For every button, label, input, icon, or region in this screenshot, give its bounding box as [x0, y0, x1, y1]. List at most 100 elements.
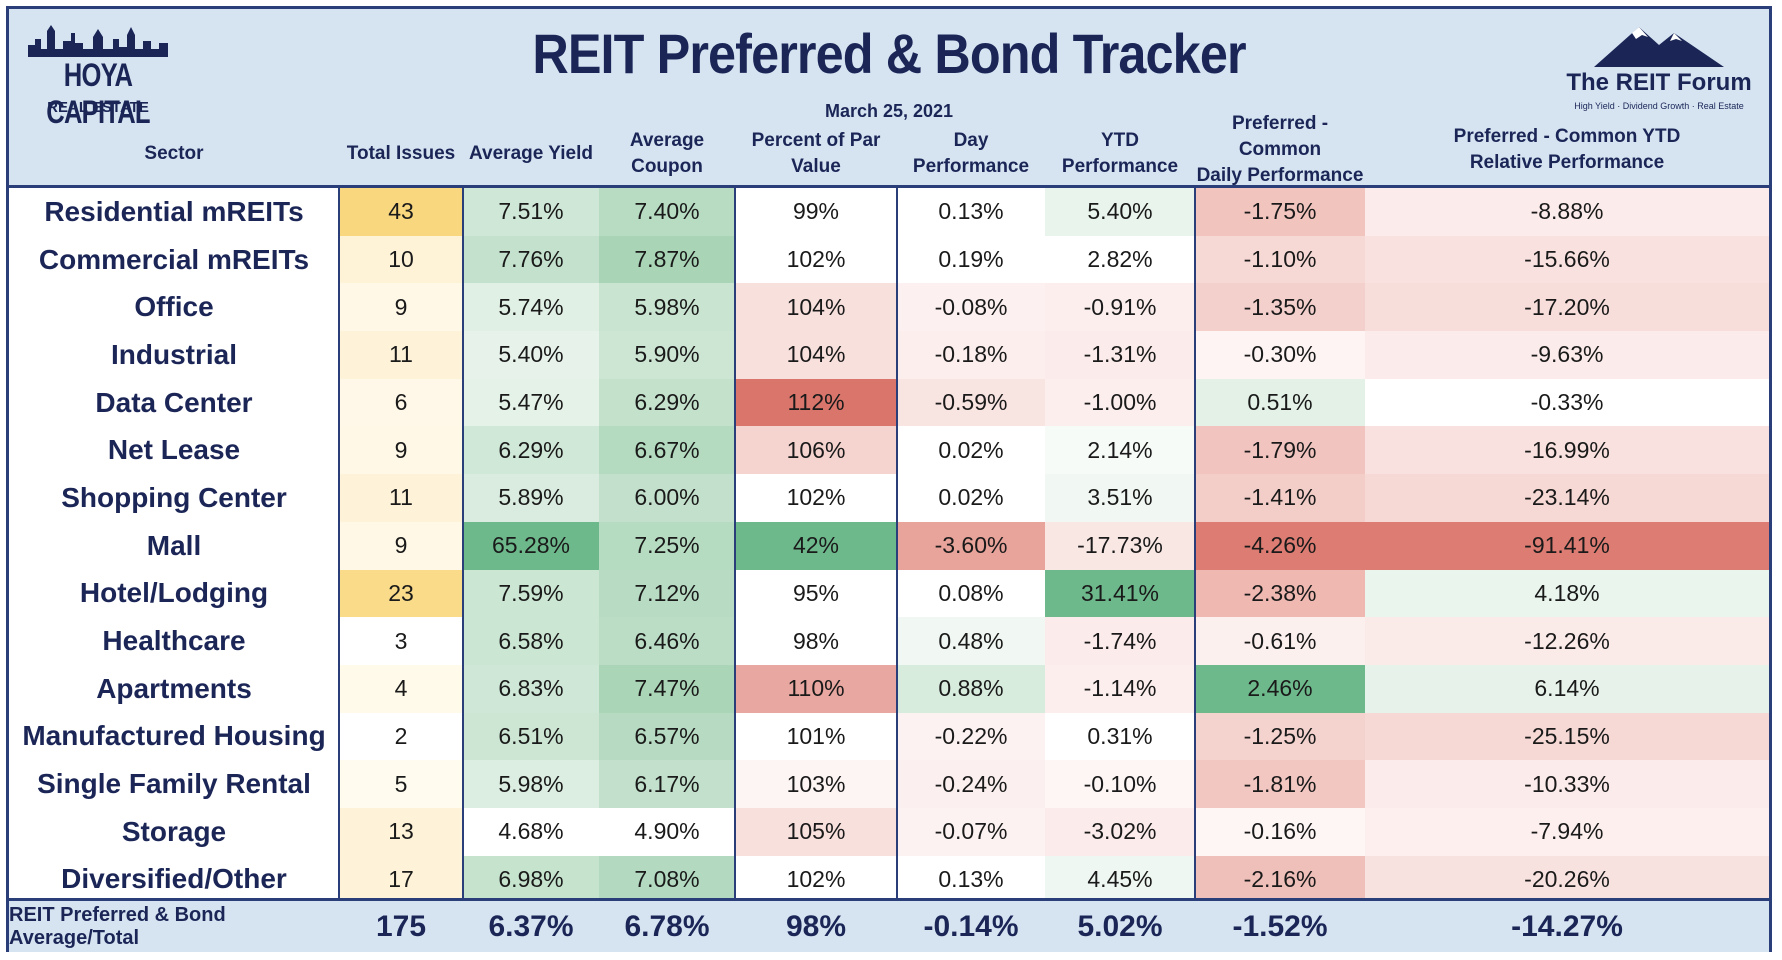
- cell-total-issues: 9: [339, 521, 463, 570]
- cell-average-coupon: 5.98%: [599, 283, 735, 332]
- cell-pref-common-daily: -0.30%: [1195, 331, 1365, 379]
- cell-average-coupon: 5.90%: [599, 331, 735, 379]
- cell-average-yield: 4.68%: [463, 807, 599, 856]
- cell-percent-of-par: 102%: [735, 474, 897, 522]
- cell-ytd-performance: 4.45%: [1045, 855, 1195, 904]
- table-row: Single Family Rental 5 5.98% 6.17% 103% -0.24…: [9, 760, 1769, 808]
- total-pref-common-ytd: -14.27%: [1511, 909, 1623, 943]
- cell-total-issues: 43: [339, 188, 463, 236]
- cell-day-performance: -0.08%: [897, 283, 1045, 332]
- cell-pref-common-ytd: -15.66%: [1365, 235, 1769, 284]
- cell-pref-common-daily: -1.79%: [1195, 426, 1365, 475]
- cell-ytd-performance: 31.41%: [1045, 569, 1195, 618]
- cell-percent-of-par: 104%: [735, 331, 897, 379]
- cell-pref-common-ytd: 6.14%: [1365, 664, 1769, 713]
- cell-day-performance: 0.48%: [897, 617, 1045, 665]
- table-row: Industrial 11 5.40% 5.90% 104% -0.18% -1.31% -0…: [9, 331, 1769, 379]
- cell-day-performance: -0.24%: [897, 760, 1045, 808]
- cell-percent-of-par: 99%: [735, 188, 897, 236]
- table-row: Diversified/Other 17 6.98% 7.08% 102% 0.13% 4.…: [9, 855, 1769, 904]
- cell-average-yield: 5.40%: [463, 331, 599, 379]
- cell-day-performance: 0.13%: [897, 188, 1045, 236]
- cell-pref-common-daily: -1.41%: [1195, 474, 1365, 522]
- header-day-performance: Day Performance: [912, 130, 1030, 177]
- table-row: Data Center 6 5.47% 6.29% 112% -0.59% -1.00% 0.…: [9, 378, 1769, 427]
- cell-average-yield: 7.59%: [463, 569, 599, 618]
- column-divider: [462, 185, 464, 952]
- header-average-yield: Average Yield: [469, 143, 593, 164]
- table-row: Office 9 5.74% 5.98% 104% -0.08% -0.91% -1.35% -…: [9, 283, 1769, 332]
- cell-average-yield: 6.83%: [463, 664, 599, 713]
- table-row: Storage 13 4.68% 4.90% 105% -0.07% -3.02% -0.16…: [9, 807, 1769, 856]
- cell-percent-of-par: 105%: [735, 807, 897, 856]
- skyline-icon: [28, 25, 168, 57]
- total-average-yield: 6.37%: [488, 909, 574, 943]
- cell-sector: Residential mREITs: [44, 195, 304, 227]
- cell-average-coupon: 6.46%: [599, 617, 735, 665]
- hoya-capital-logo: HOYA CAPITAL REAL ESTATE: [23, 19, 173, 130]
- cell-average-yield: 6.29%: [463, 426, 599, 475]
- cell-sector: Mall: [146, 529, 202, 561]
- cell-percent-of-par: 104%: [735, 283, 897, 332]
- logo-left-sub: REAL ESTATE: [47, 99, 149, 116]
- cell-ytd-performance: -1.31%: [1045, 331, 1195, 379]
- cell-average-coupon: 6.00%: [599, 474, 735, 522]
- cell-percent-of-par: 42%: [735, 521, 897, 570]
- header-ytd-performance: YTD Performance: [1061, 130, 1179, 177]
- cell-percent-of-par: 102%: [735, 855, 897, 904]
- header-average-coupon: Average Coupon: [629, 130, 705, 177]
- cell-sector: Data Center: [95, 386, 253, 418]
- total-pref-common-daily: -1.52%: [1232, 909, 1328, 943]
- cell-average-coupon: 7.87%: [599, 235, 735, 284]
- cell-pref-common-daily: -1.25%: [1195, 712, 1365, 761]
- cell-pref-common-daily: -1.35%: [1195, 283, 1365, 332]
- total-ytd-performance: 5.02%: [1077, 909, 1163, 943]
- cell-average-coupon: 6.67%: [599, 426, 735, 475]
- total-total-issues: 175: [375, 909, 427, 943]
- cell-day-performance: 0.13%: [897, 855, 1045, 904]
- cell-day-performance: -0.59%: [897, 378, 1045, 427]
- cell-average-yield: 6.98%: [463, 855, 599, 904]
- cell-pref-common-ytd: -20.26%: [1365, 855, 1769, 904]
- cell-ytd-performance: 2.82%: [1045, 235, 1195, 284]
- table-row: Apartments 4 6.83% 7.47% 110% 0.88% -1.14% 2.46…: [9, 664, 1769, 713]
- cell-total-issues: 4: [339, 664, 463, 713]
- cell-average-yield: 6.58%: [463, 617, 599, 665]
- cell-percent-of-par: 101%: [735, 712, 897, 761]
- cell-day-performance: -0.22%: [897, 712, 1045, 761]
- cell-day-performance: 0.88%: [897, 664, 1045, 713]
- cell-ytd-performance: 3.51%: [1045, 474, 1195, 522]
- cell-total-issues: 9: [339, 426, 463, 475]
- total-percent-of-par: 98%: [785, 909, 847, 943]
- cell-average-yield: 65.28%: [463, 521, 599, 570]
- cell-pref-common-ytd: -10.33%: [1365, 760, 1769, 808]
- cell-sector: Healthcare: [102, 625, 246, 657]
- cell-pref-common-daily: -0.16%: [1195, 807, 1365, 856]
- cell-sector: Net Lease: [107, 434, 241, 466]
- column-divider: [1194, 185, 1196, 952]
- tracker-frame: HOYA CAPITAL REAL ESTATE REIT Preferred …: [6, 6, 1772, 952]
- mountain-icon: [1594, 27, 1724, 67]
- cell-average-coupon: 6.17%: [599, 760, 735, 808]
- cell-total-issues: 10: [339, 235, 463, 284]
- cell-average-yield: 5.74%: [463, 283, 599, 332]
- cell-percent-of-par: 98%: [735, 617, 897, 665]
- logo-left-name: HOYA CAPITAL: [46, 57, 150, 130]
- header-sector: Sector: [144, 143, 204, 164]
- column-divider: [896, 185, 898, 952]
- cell-pref-common-ytd: -7.94%: [1365, 807, 1769, 856]
- cell-ytd-performance: -1.14%: [1045, 664, 1195, 713]
- table-row: Shopping Center 11 5.89% 6.00% 102% 0.02% 3.51…: [9, 474, 1769, 522]
- cell-pref-common-daily: -1.81%: [1195, 760, 1365, 808]
- cell-average-coupon: 4.90%: [599, 807, 735, 856]
- column-divider: [338, 185, 340, 952]
- table-row: Residential mREITs 43 7.51% 7.40% 99% 0.13% 5.…: [9, 188, 1769, 236]
- cell-average-coupon: 7.47%: [599, 664, 735, 713]
- cell-total-issues: 5: [339, 760, 463, 808]
- cell-total-issues: 9: [339, 283, 463, 332]
- table-row: Net Lease 9 6.29% 6.67% 106% 0.02% 2.14% -1.79%…: [9, 426, 1769, 475]
- cell-total-issues: 13: [339, 807, 463, 856]
- total-average-coupon: 6.78%: [624, 909, 710, 943]
- cell-ytd-performance: -17.73%: [1045, 521, 1195, 570]
- cell-sector: Office: [134, 291, 214, 323]
